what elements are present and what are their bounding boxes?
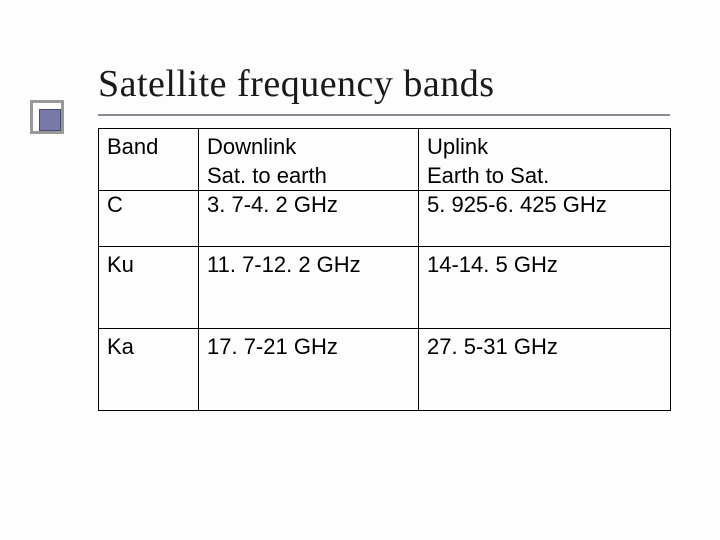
cell-uplink: 27. 5-31 GHz (427, 333, 664, 362)
cell-downlink: 3. 7-4. 2 GHz (207, 191, 412, 220)
cell-band: Ka (107, 333, 192, 362)
frequency-bands-table: Band Downlink Sat. to earth Uplink Earth… (98, 128, 671, 411)
cell-downlink: 11. 7-12. 2 GHz (207, 251, 412, 280)
cell-uplink: 14-14. 5 GHz (427, 251, 664, 280)
cell-band: C (107, 191, 192, 220)
slide-title: Satellite frequency bands (98, 62, 670, 106)
slide-content: Satellite frequency bands Band Downlink … (0, 0, 720, 540)
table-row: Ka 17. 7-21 GHz 27. 5-31 GHz (99, 329, 671, 411)
col-header-uplink-1: Uplink (427, 133, 664, 162)
cell-downlink: 17. 7-21 GHz (207, 333, 412, 362)
col-header-downlink-2: Sat. to earth (207, 162, 412, 191)
cell-uplink: 5. 925-6. 425 GHz (427, 191, 664, 220)
bullet-accent-icon (30, 100, 64, 134)
table-row-header: Band Downlink Sat. to earth Uplink Earth… (99, 129, 671, 191)
table-row: C 3. 7-4. 2 GHz 5. 925-6. 425 GHz (99, 191, 671, 247)
title-underline (98, 114, 670, 116)
col-header-uplink-2: Earth to Sat. (427, 162, 664, 191)
cell-band: Ku (107, 251, 192, 280)
col-header-downlink-1: Downlink (207, 133, 412, 162)
table-row: Ku 11. 7-12. 2 GHz 14-14. 5 GHz (99, 247, 671, 329)
title-block: Satellite frequency bands (98, 62, 670, 106)
col-header-band: Band (107, 133, 192, 162)
